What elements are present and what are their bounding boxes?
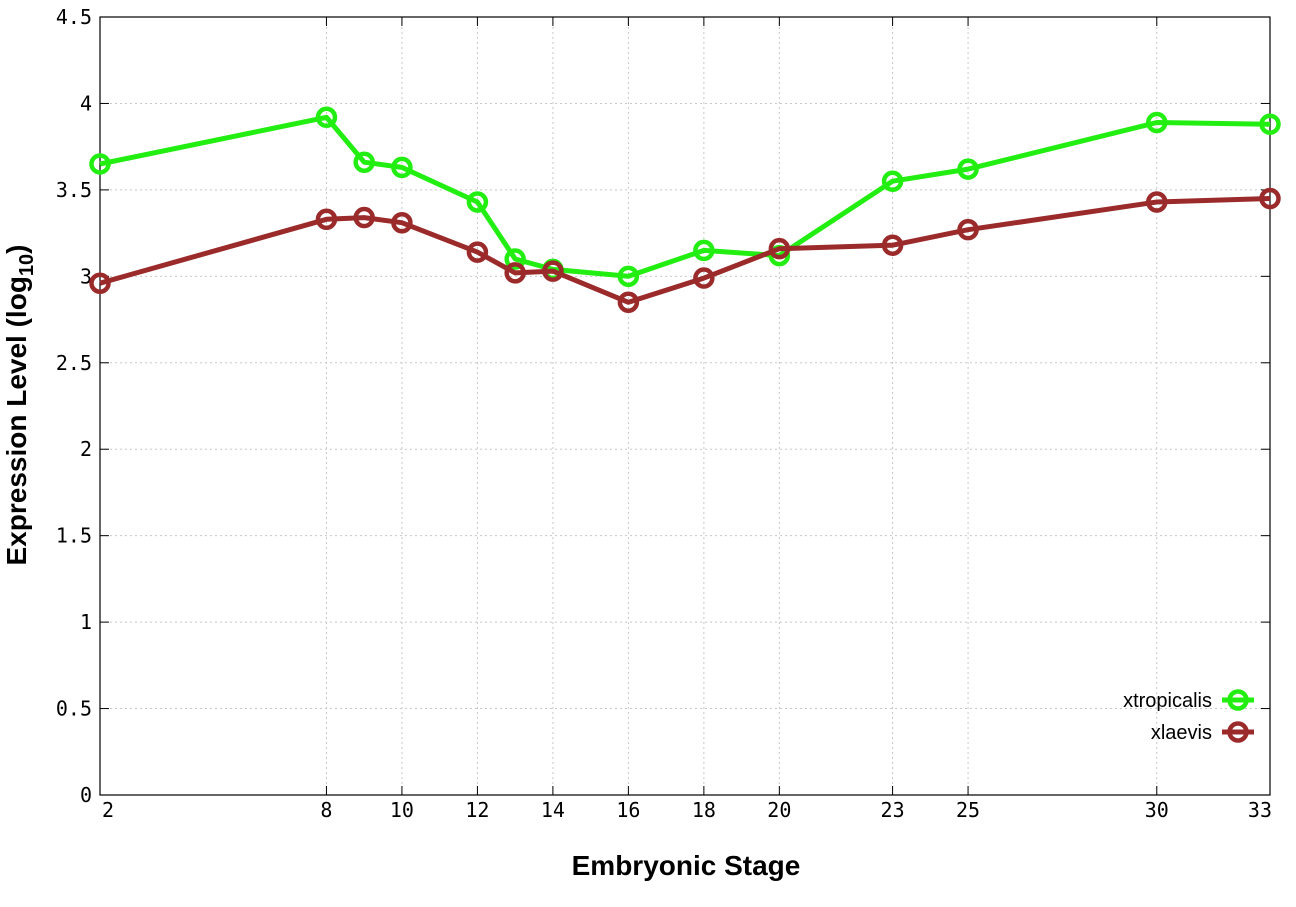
legend-label: xtropicalis [1123, 690, 1212, 712]
data-point-xlaevis [466, 241, 489, 263]
x-tick-label: 14 [541, 798, 565, 822]
data-point-xlaevis [881, 234, 904, 256]
data-point-xlaevis [1259, 187, 1281, 210]
y-tick-label: 2 [80, 437, 92, 461]
data-point-xtropicalis [693, 239, 715, 262]
y-tick-label: 1.5 [56, 524, 92, 548]
x-tick-label: 30 [1145, 798, 1169, 822]
x-tick-label: 33 [1248, 798, 1272, 822]
series-line-xlaevis [99, 196, 1271, 305]
data-point-xtropicalis [504, 248, 526, 270]
data-point-xtropicalis [315, 106, 338, 129]
data-point-xtropicalis [617, 265, 640, 288]
y-tick-label: 4.5 [56, 5, 92, 29]
data-point-xlaevis [353, 206, 375, 229]
data-point-xtropicalis [391, 156, 413, 179]
legend-marker-swatch [1227, 689, 1249, 711]
legend-marker-swatch [1227, 721, 1249, 743]
series-line-xtropicalis [99, 114, 1271, 279]
x-tick-label: 16 [616, 798, 640, 822]
series-xtropicalis [89, 106, 1281, 288]
y-tick-label: 2.5 [56, 351, 92, 375]
data-point-xtropicalis [881, 170, 904, 192]
y-tick-label: 3.5 [56, 178, 92, 202]
data-point-xtropicalis [466, 191, 489, 213]
x-tick-label: 23 [881, 798, 905, 822]
series-xlaevis [89, 187, 1281, 314]
y-axis-title-close: ) [1, 245, 32, 254]
x-tick-label: 25 [956, 798, 980, 822]
plot-area-frame [99, 16, 1271, 796]
legend-item-xtropicalis: xtropicalis [1123, 689, 1254, 712]
x-tick-label: 20 [767, 798, 791, 822]
data-point-xlaevis [504, 262, 526, 284]
x-tick-label: 8 [320, 798, 332, 822]
y-tick-label: 0 [80, 783, 92, 807]
y-tick-label: 1 [80, 610, 92, 634]
x-tick-label: 18 [692, 798, 716, 822]
y-tick-label: 0.5 [56, 697, 92, 721]
x-axis-title: Embryonic Stage [572, 850, 801, 881]
legend-label: xlaevis [1151, 722, 1212, 744]
x-tick-label: 2 [102, 798, 114, 822]
y-axis-title-subscript: 10 [16, 254, 38, 276]
tick-layer: 0 0.5 1 1.5 2 2.5 3 3.5 4 4.5 2 8 10 12 14 16 18 20 23 25 30… [56, 5, 1272, 822]
legend: xtropicalis xlaevis [1123, 689, 1254, 744]
data-point-xlaevis [768, 237, 791, 260]
series-layer [89, 106, 1281, 314]
data-point-xlaevis [1146, 191, 1168, 213]
y-axis-title-main: Expression Level (log [1, 276, 32, 565]
data-point-xlaevis [542, 260, 564, 282]
x-tick-label: 10 [390, 798, 414, 822]
data-point-xtropicalis [1259, 113, 1281, 135]
data-point-xlaevis [391, 211, 413, 234]
data-point-xtropicalis [89, 153, 111, 175]
data-point-xlaevis [617, 291, 640, 314]
y-tick-label: 4 [80, 91, 92, 115]
legend-item-xlaevis: xlaevis [1151, 721, 1254, 744]
data-point-xlaevis [693, 267, 715, 289]
x-tick-label: 12 [465, 798, 489, 822]
data-point-xtropicalis [353, 151, 375, 173]
data-point-xtropicalis [957, 158, 979, 180]
grid-layer [99, 16, 1271, 796]
data-point-xtropicalis [1146, 111, 1168, 134]
data-point-xlaevis [89, 272, 111, 294]
y-tick-label: 3 [80, 264, 92, 288]
y-axis-title: Expression Level (log10) [1, 245, 38, 566]
data-point-xlaevis [315, 208, 338, 231]
data-point-xlaevis [957, 218, 979, 241]
